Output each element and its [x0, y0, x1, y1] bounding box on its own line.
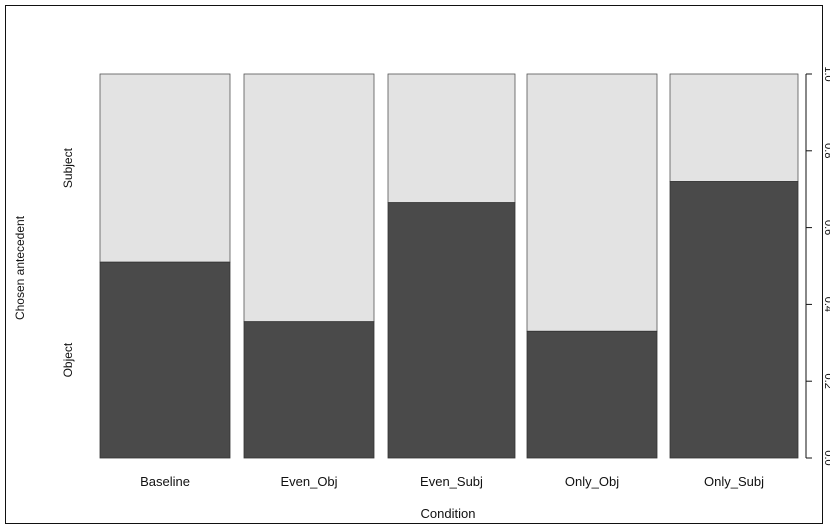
bar-segment-subject-baseline	[99, 73, 231, 263]
bar-segment-subject-only_obj	[526, 73, 658, 332]
y-category-label-object: Object	[61, 342, 75, 377]
category-label-baseline: Baseline	[140, 474, 190, 489]
right-axis-tick-label: 0.4	[822, 297, 830, 312]
y-axis-title: Chosen antecedent	[13, 215, 27, 320]
bar-segment-object-even_obj	[243, 321, 375, 459]
bars-group	[99, 73, 799, 459]
bar-segment-subject-even_obj	[243, 73, 375, 323]
category-label-only_subj: Only_Subj	[704, 474, 764, 489]
y-category-label-subject: Subject	[61, 147, 75, 188]
right-axis-tick-label: 1.0	[822, 66, 830, 81]
category-label-even_subj: Even_Subj	[420, 474, 483, 489]
bar-segment-object-only_obj	[526, 330, 658, 459]
bar-segment-object-baseline	[99, 261, 231, 459]
right-axis-tick-label: 0.0	[822, 450, 830, 465]
y-category-labels-group: Subject Object	[61, 147, 75, 377]
bar-segment-object-even_subj	[387, 202, 516, 459]
bar-segment-subject-only_subj	[669, 73, 799, 182]
right-axis-tick-label: 0.8	[822, 143, 830, 158]
bar-segment-subject-even_subj	[387, 73, 516, 204]
right-axis: 0.0 0.2 0.4 0.6 0.8 1.0	[805, 66, 830, 466]
category-label-only_obj: Only_Obj	[565, 474, 619, 489]
right-axis-tick-label: 0.6	[822, 220, 830, 235]
right-axis-tick-label: 0.2	[822, 374, 830, 389]
category-labels-group: Baseline Even_Obj Even_Subj Only_Obj Only_Su…	[140, 474, 764, 489]
bar-segment-object-only_subj	[669, 181, 799, 459]
category-label-even_obj: Even_Obj	[280, 474, 337, 489]
x-axis-title: Condition	[421, 506, 476, 521]
